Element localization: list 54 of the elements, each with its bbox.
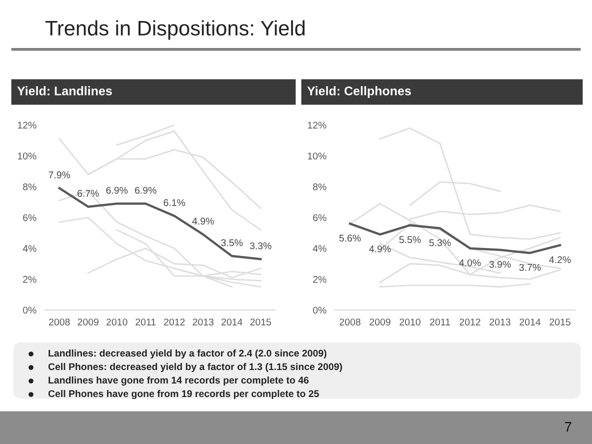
chart-title: Yield: Landlines bbox=[17, 86, 112, 96]
x-tick-label: 2010 bbox=[106, 318, 128, 326]
y-tick-label: 6% bbox=[23, 214, 36, 222]
data-label: 6.9% bbox=[135, 186, 156, 194]
text: Landlines have gone from 14 records per complete to 46 bbox=[48, 376, 309, 386]
data-label: 6.9% bbox=[106, 186, 128, 194]
data-label: 7.9% bbox=[48, 171, 70, 178]
text: Trends in Dispositions: Yield bbox=[45, 20, 305, 40]
y-tick-label: 0% bbox=[22, 306, 36, 314]
x-tick-label: 2008 bbox=[49, 318, 70, 326]
y-tick-label: 0% bbox=[312, 306, 326, 314]
x-tick-label: 2009 bbox=[78, 318, 98, 326]
x-tick-label: 2015 bbox=[550, 318, 570, 326]
data-label: 5.3% bbox=[429, 239, 451, 246]
data-label: 4.9% bbox=[192, 218, 214, 225]
x-tick-label: 2014 bbox=[222, 318, 242, 326]
y-tick-label: 2% bbox=[23, 276, 36, 283]
data-label: 4.0% bbox=[459, 259, 481, 266]
y-tick-label: 12% bbox=[18, 122, 36, 129]
data-label: 6.7% bbox=[78, 190, 99, 197]
text: Cell Phones have gone from 19 records per complete to 25 bbox=[48, 390, 319, 400]
x-tick-label: 2013 bbox=[192, 318, 214, 326]
y-tick-label: 4% bbox=[22, 245, 36, 252]
y-tick-label: 10% bbox=[18, 152, 36, 160]
x-tick-label: 2011 bbox=[136, 318, 156, 326]
x-tick-label: 2009 bbox=[370, 318, 390, 326]
y-tick-label: 2% bbox=[313, 276, 326, 283]
data-label: 3.3% bbox=[250, 242, 272, 250]
text: 7 bbox=[564, 422, 572, 432]
y-tick-label: 8% bbox=[23, 183, 36, 190]
x-tick-label: 2012 bbox=[460, 318, 480, 326]
y-tick-label: 4% bbox=[312, 245, 326, 252]
x-tick-label: 2015 bbox=[250, 318, 272, 326]
data-label: 3.5% bbox=[221, 239, 243, 246]
x-tick-label: 2008 bbox=[340, 318, 360, 326]
x-tick-label: 2014 bbox=[520, 318, 541, 326]
text: Cell Phones: decreased yield by a factor of 1.3 (1.15 since 2009) bbox=[48, 362, 342, 372]
y-tick-label: 6% bbox=[313, 214, 326, 222]
x-tick-label: 2013 bbox=[490, 318, 510, 326]
x-tick-label: 2010 bbox=[400, 318, 420, 326]
y-tick-label: 8% bbox=[313, 183, 326, 190]
data-label: 5.6% bbox=[339, 234, 361, 242]
text: Landlines: decreased yield by a factor of 2.4 (2.0 since 2009) bbox=[48, 349, 326, 359]
data-label: 3.7% bbox=[519, 264, 541, 271]
chart-title: Yield: Cellphones bbox=[307, 86, 411, 98]
data-label: 3.9% bbox=[489, 260, 511, 268]
y-tick-label: 10% bbox=[308, 152, 326, 160]
data-label: 4.2% bbox=[549, 256, 571, 264]
data-label: 4.9% bbox=[369, 245, 391, 252]
x-tick-label: 2011 bbox=[430, 318, 450, 326]
data-label: 5.5% bbox=[399, 236, 421, 244]
x-tick-label: 2012 bbox=[164, 318, 185, 326]
data-label: 6.1% bbox=[164, 199, 186, 206]
y-tick-label: 12% bbox=[308, 122, 326, 129]
